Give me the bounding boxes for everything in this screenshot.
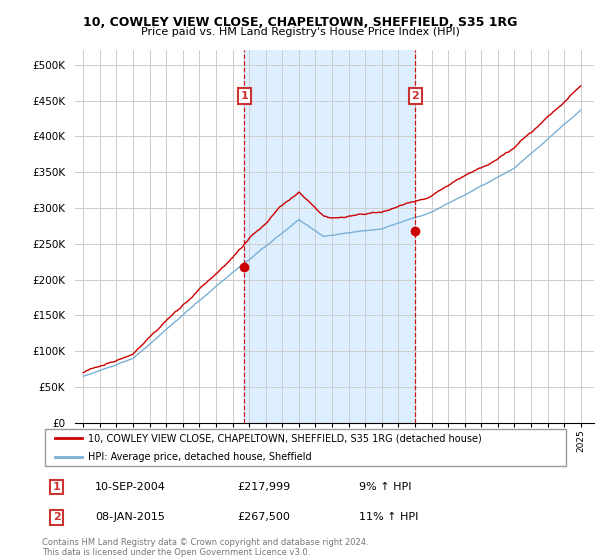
Text: 08-JAN-2015: 08-JAN-2015	[95, 512, 164, 522]
FancyBboxPatch shape	[44, 430, 566, 465]
Text: 11% ↑ HPI: 11% ↑ HPI	[359, 512, 418, 522]
Text: £217,999: £217,999	[238, 482, 290, 492]
Text: HPI: Average price, detached house, Sheffield: HPI: Average price, detached house, Shef…	[88, 452, 312, 461]
Text: 1: 1	[53, 482, 61, 492]
Text: Contains HM Land Registry data © Crown copyright and database right 2024.
This d: Contains HM Land Registry data © Crown c…	[42, 538, 368, 557]
Text: 1: 1	[241, 91, 248, 101]
Text: 10, COWLEY VIEW CLOSE, CHAPELTOWN, SHEFFIELD, S35 1RG (detached house): 10, COWLEY VIEW CLOSE, CHAPELTOWN, SHEFF…	[88, 433, 482, 443]
Text: 10-SEP-2004: 10-SEP-2004	[95, 482, 166, 492]
Text: Price paid vs. HM Land Registry's House Price Index (HPI): Price paid vs. HM Land Registry's House …	[140, 27, 460, 37]
Text: 9% ↑ HPI: 9% ↑ HPI	[359, 482, 412, 492]
Text: £267,500: £267,500	[238, 512, 290, 522]
Text: 2: 2	[412, 91, 419, 101]
Text: 2: 2	[53, 512, 61, 522]
Text: 10, COWLEY VIEW CLOSE, CHAPELTOWN, SHEFFIELD, S35 1RG: 10, COWLEY VIEW CLOSE, CHAPELTOWN, SHEFF…	[83, 16, 517, 29]
Bar	[244, 50, 415, 423]
